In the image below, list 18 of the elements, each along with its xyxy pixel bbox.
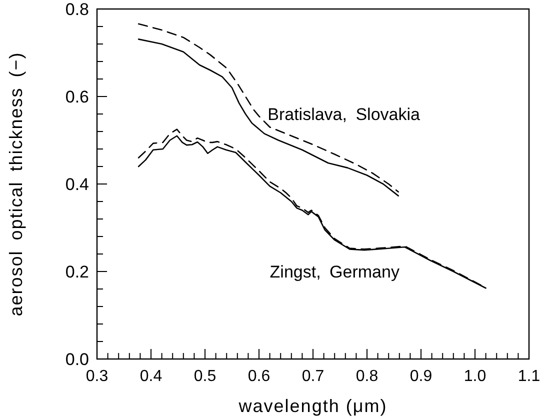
x-tick-label: 0.9 — [410, 368, 432, 385]
y-tick-label: 0.0 — [65, 350, 89, 369]
x-tick-label: 1.0 — [464, 368, 486, 385]
annotation: Bratislava, Slovakia — [268, 104, 421, 124]
annotation: Zingst, Germany — [270, 262, 400, 282]
y-axis-title: aerosol optical thickness (−) — [6, 52, 26, 316]
x-tick-label: 0.8 — [356, 368, 378, 385]
x-tick-label: 0.5 — [194, 368, 216, 385]
x-tick-label: 0.4 — [140, 368, 162, 385]
x-tick-label: 0.6 — [248, 368, 270, 385]
y-tick-label: 0.2 — [65, 262, 89, 282]
x-tick-label: 1.1 — [518, 368, 540, 385]
x-tick-label: 0.7 — [302, 368, 324, 385]
y-tick-label: 0.8 — [65, 0, 89, 19]
x-axis-title: wavelength (μm) — [238, 396, 388, 416]
y-tick-label: 0.4 — [65, 174, 89, 194]
y-tick-label: 0.6 — [65, 87, 89, 106]
x-tick-label: 0.3 — [86, 368, 108, 385]
